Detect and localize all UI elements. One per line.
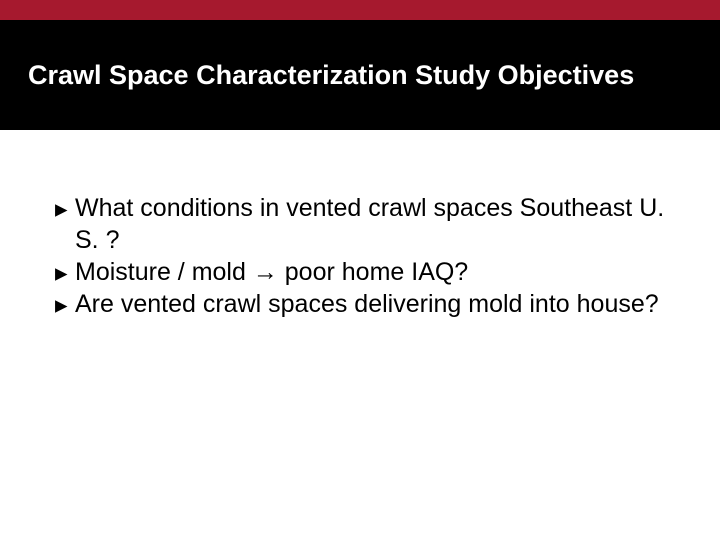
bullet-text: Are vented crawl spaces delivering mold … — [75, 288, 680, 320]
list-item: ▸ Moisture / mold → poor home IAQ? — [55, 256, 680, 288]
slide-title: Crawl Space Characterization Study Objec… — [28, 60, 634, 91]
slide-header: Crawl Space Characterization Study Objec… — [0, 0, 720, 130]
list-item: ▸ Are vented crawl spaces delivering mol… — [55, 288, 680, 320]
bullet-text: Moisture / mold → poor home IAQ? — [75, 256, 680, 288]
accent-bar — [0, 0, 720, 20]
bullet-text: What conditions in vented crawl spaces S… — [75, 192, 680, 256]
bullet-list: ▸ What conditions in vented crawl spaces… — [55, 192, 680, 320]
list-item: ▸ What conditions in vented crawl spaces… — [55, 192, 680, 256]
slide-content: ▸ What conditions in vented crawl spaces… — [0, 130, 720, 320]
bullet-icon: ▸ — [55, 257, 75, 289]
title-bar: Crawl Space Characterization Study Objec… — [0, 20, 720, 130]
bullet-icon: ▸ — [55, 289, 75, 321]
bullet-icon: ▸ — [55, 193, 75, 225]
